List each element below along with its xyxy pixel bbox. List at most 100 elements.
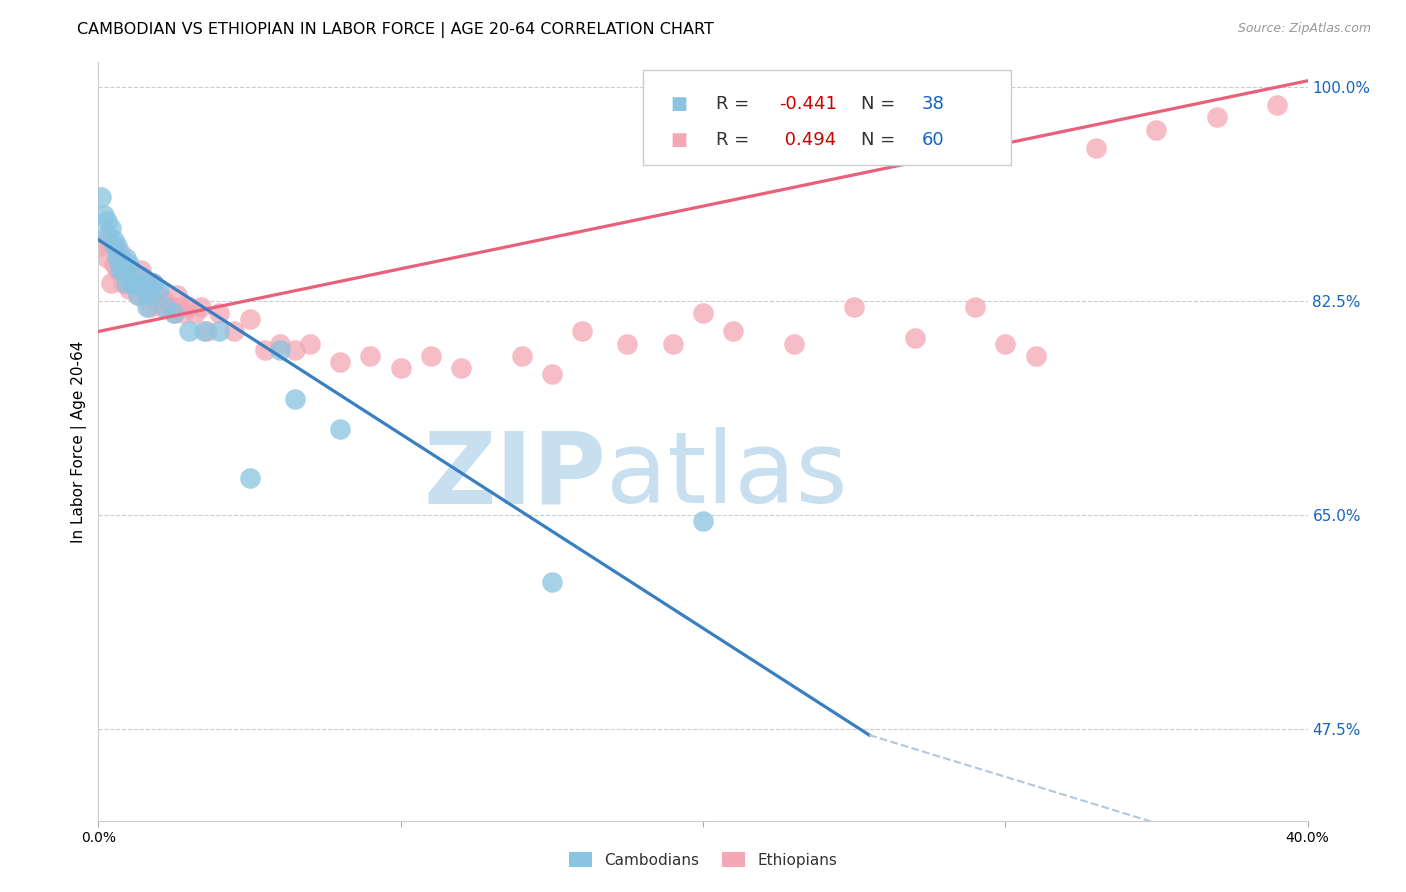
Point bbox=[208, 306, 231, 320]
Point bbox=[994, 336, 1017, 351]
Text: CAMBODIAN VS ETHIOPIAN IN LABOR FORCE | AGE 20-64 CORRELATION CHART: CAMBODIAN VS ETHIOPIAN IN LABOR FORCE | … bbox=[77, 22, 714, 38]
Text: 60: 60 bbox=[922, 130, 945, 149]
Point bbox=[111, 257, 134, 271]
Point bbox=[389, 361, 412, 376]
Text: R =: R = bbox=[716, 95, 755, 113]
Point bbox=[253, 343, 276, 357]
Point bbox=[224, 325, 246, 339]
Point bbox=[139, 287, 162, 301]
Point bbox=[420, 349, 443, 363]
Point bbox=[118, 269, 141, 284]
Point bbox=[129, 269, 152, 284]
FancyBboxPatch shape bbox=[643, 70, 1011, 165]
Point bbox=[269, 336, 291, 351]
Point bbox=[616, 336, 638, 351]
Point bbox=[284, 343, 307, 357]
Point bbox=[360, 349, 382, 363]
Point bbox=[148, 287, 170, 301]
Point bbox=[1085, 141, 1108, 155]
Text: 38: 38 bbox=[922, 95, 945, 113]
Point bbox=[121, 276, 143, 290]
Point bbox=[105, 263, 128, 277]
Point bbox=[135, 300, 157, 314]
Text: ZIP: ZIP bbox=[423, 427, 606, 524]
Point bbox=[692, 306, 714, 320]
Point bbox=[96, 251, 118, 265]
Y-axis label: In Labor Force | Age 20-64: In Labor Force | Age 20-64 bbox=[72, 341, 87, 542]
Point bbox=[111, 276, 134, 290]
Point bbox=[179, 325, 201, 339]
Point bbox=[783, 336, 806, 351]
Point bbox=[1144, 122, 1167, 136]
Text: ■: ■ bbox=[671, 95, 688, 113]
Point bbox=[172, 306, 194, 320]
Point bbox=[166, 287, 188, 301]
Point bbox=[118, 282, 141, 296]
Text: N =: N = bbox=[862, 130, 901, 149]
Text: N =: N = bbox=[862, 95, 901, 113]
Point bbox=[163, 306, 186, 320]
Point bbox=[108, 251, 131, 265]
Point bbox=[103, 239, 125, 253]
Point bbox=[193, 325, 215, 339]
Point bbox=[105, 251, 128, 265]
Point bbox=[135, 287, 157, 301]
Point bbox=[100, 276, 122, 290]
Point bbox=[844, 300, 866, 314]
Point bbox=[163, 306, 186, 320]
Point bbox=[540, 575, 562, 590]
Point bbox=[139, 300, 162, 314]
Point bbox=[153, 293, 176, 308]
Point bbox=[142, 276, 165, 290]
Point bbox=[114, 276, 136, 290]
Text: R =: R = bbox=[716, 130, 755, 149]
Point bbox=[450, 361, 472, 376]
Point bbox=[904, 330, 927, 344]
Point bbox=[184, 306, 207, 320]
Point bbox=[93, 233, 115, 247]
Point bbox=[1206, 111, 1229, 125]
Point bbox=[540, 368, 562, 382]
Point bbox=[124, 269, 146, 284]
Point bbox=[153, 300, 176, 314]
Point bbox=[195, 325, 218, 339]
Point bbox=[661, 336, 683, 351]
Point bbox=[105, 239, 128, 253]
Point bbox=[1024, 349, 1046, 363]
Point bbox=[148, 282, 170, 296]
Point bbox=[127, 287, 149, 301]
Legend: Cambodians, Ethiopians: Cambodians, Ethiopians bbox=[562, 846, 844, 873]
Point bbox=[169, 300, 191, 314]
Point bbox=[103, 257, 125, 271]
Point bbox=[108, 263, 131, 277]
Point bbox=[239, 471, 262, 485]
Point bbox=[284, 392, 307, 406]
Point bbox=[1267, 98, 1289, 112]
Point bbox=[269, 343, 291, 357]
Point bbox=[90, 239, 112, 253]
Point bbox=[145, 293, 167, 308]
Point bbox=[121, 276, 143, 290]
Point bbox=[299, 336, 322, 351]
Point bbox=[124, 276, 146, 290]
Point bbox=[132, 276, 155, 290]
Point bbox=[142, 276, 165, 290]
Point bbox=[239, 312, 262, 326]
Point bbox=[965, 300, 987, 314]
Point bbox=[160, 300, 183, 314]
Point bbox=[114, 251, 136, 265]
Text: 0.494: 0.494 bbox=[779, 130, 837, 149]
Point bbox=[190, 300, 212, 314]
Point bbox=[135, 276, 157, 290]
Point bbox=[329, 355, 352, 369]
Point bbox=[692, 514, 714, 528]
Point bbox=[90, 190, 112, 204]
Point bbox=[96, 227, 118, 241]
Text: -0.441: -0.441 bbox=[779, 95, 837, 113]
Point bbox=[179, 300, 201, 314]
Point bbox=[150, 300, 173, 314]
Point bbox=[100, 220, 122, 235]
Point bbox=[118, 257, 141, 271]
Point bbox=[510, 349, 533, 363]
Point bbox=[132, 282, 155, 296]
